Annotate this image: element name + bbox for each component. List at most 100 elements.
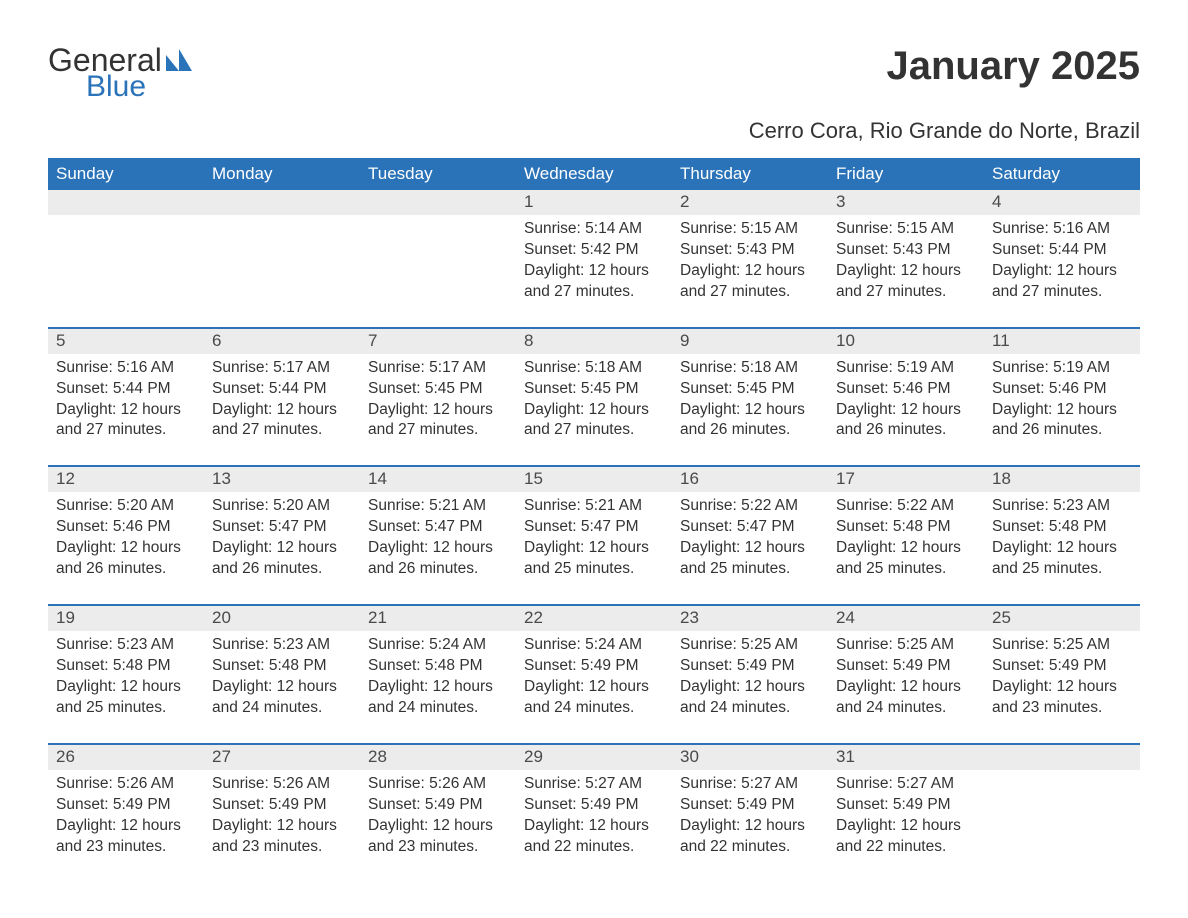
day-sunset: Sunset: 5:48 PM <box>212 656 352 677</box>
day-daylight2: and 25 minutes. <box>992 559 1132 580</box>
day-daylight2: and 26 minutes. <box>992 420 1132 441</box>
day-sunset: Sunset: 5:45 PM <box>680 379 820 400</box>
day-sunrise: Sunrise: 5:23 AM <box>56 635 196 656</box>
day-number: 17 <box>828 467 984 492</box>
day-sunrise: Sunrise: 5:15 AM <box>836 219 976 240</box>
day-daylight2: and 25 minutes. <box>524 559 664 580</box>
day-sunrise: Sunrise: 5:14 AM <box>524 219 664 240</box>
day-daylight2: and 22 minutes. <box>836 837 976 858</box>
day-daylight1: Daylight: 12 hours <box>680 816 820 837</box>
week-row: Sunrise: 5:16 AMSunset: 5:44 PMDaylight:… <box>48 354 1140 466</box>
day-daylight2: and 26 minutes. <box>680 420 820 441</box>
day-daylight2: and 26 minutes. <box>836 420 976 441</box>
day-daylight1: Daylight: 12 hours <box>212 677 352 698</box>
day-cell: Sunrise: 5:19 AMSunset: 5:46 PMDaylight:… <box>828 354 984 466</box>
day-daylight2: and 27 minutes. <box>524 282 664 303</box>
day-sunrise: Sunrise: 5:24 AM <box>524 635 664 656</box>
daynum-row: 19202122232425 <box>48 604 1140 631</box>
week-row: Sunrise: 5:20 AMSunset: 5:46 PMDaylight:… <box>48 492 1140 604</box>
day-number: 30 <box>672 745 828 770</box>
day-daylight2: and 27 minutes. <box>56 420 196 441</box>
weekday-header: Tuesday <box>360 158 516 190</box>
day-cell: Sunrise: 5:15 AMSunset: 5:43 PMDaylight:… <box>672 215 828 327</box>
day-daylight2: and 26 minutes. <box>368 559 508 580</box>
weekday-header: Sunday <box>48 158 204 190</box>
day-cell <box>204 215 360 327</box>
day-cell: Sunrise: 5:23 AMSunset: 5:48 PMDaylight:… <box>984 492 1140 604</box>
day-sunrise: Sunrise: 5:22 AM <box>836 496 976 517</box>
day-daylight1: Daylight: 12 hours <box>680 261 820 282</box>
day-sunset: Sunset: 5:48 PM <box>992 517 1132 538</box>
day-daylight1: Daylight: 12 hours <box>368 677 508 698</box>
day-cell: Sunrise: 5:17 AMSunset: 5:44 PMDaylight:… <box>204 354 360 466</box>
day-sunrise: Sunrise: 5:15 AM <box>680 219 820 240</box>
day-daylight1: Daylight: 12 hours <box>836 677 976 698</box>
day-cell: Sunrise: 5:23 AMSunset: 5:48 PMDaylight:… <box>204 631 360 743</box>
day-sunrise: Sunrise: 5:16 AM <box>56 358 196 379</box>
day-cell: Sunrise: 5:19 AMSunset: 5:46 PMDaylight:… <box>984 354 1140 466</box>
day-cell: Sunrise: 5:22 AMSunset: 5:47 PMDaylight:… <box>672 492 828 604</box>
day-sunrise: Sunrise: 5:26 AM <box>368 774 508 795</box>
day-daylight2: and 27 minutes. <box>680 282 820 303</box>
day-sunset: Sunset: 5:46 PM <box>836 379 976 400</box>
day-number: 19 <box>48 606 204 631</box>
day-daylight2: and 23 minutes. <box>368 837 508 858</box>
day-daylight1: Daylight: 12 hours <box>524 677 664 698</box>
day-number: 2 <box>672 190 828 215</box>
day-sunrise: Sunrise: 5:26 AM <box>212 774 352 795</box>
day-sunset: Sunset: 5:48 PM <box>56 656 196 677</box>
day-cell: Sunrise: 5:25 AMSunset: 5:49 PMDaylight:… <box>828 631 984 743</box>
day-cell: Sunrise: 5:26 AMSunset: 5:49 PMDaylight:… <box>48 770 204 882</box>
day-sunrise: Sunrise: 5:21 AM <box>524 496 664 517</box>
day-sunset: Sunset: 5:44 PM <box>56 379 196 400</box>
day-daylight2: and 23 minutes. <box>56 837 196 858</box>
page-title: January 2025 <box>886 44 1140 88</box>
day-sunset: Sunset: 5:49 PM <box>680 795 820 816</box>
header: General Blue January 2025 <box>48 44 1140 102</box>
day-cell: Sunrise: 5:14 AMSunset: 5:42 PMDaylight:… <box>516 215 672 327</box>
day-cell: Sunrise: 5:26 AMSunset: 5:49 PMDaylight:… <box>360 770 516 882</box>
day-daylight1: Daylight: 12 hours <box>368 400 508 421</box>
day-sunrise: Sunrise: 5:18 AM <box>680 358 820 379</box>
weekday-header-row: SundayMondayTuesdayWednesdayThursdayFrid… <box>48 158 1140 190</box>
day-daylight1: Daylight: 12 hours <box>368 816 508 837</box>
day-sunrise: Sunrise: 5:26 AM <box>56 774 196 795</box>
day-cell: Sunrise: 5:25 AMSunset: 5:49 PMDaylight:… <box>672 631 828 743</box>
day-number: 29 <box>516 745 672 770</box>
day-daylight2: and 25 minutes. <box>56 698 196 719</box>
day-daylight1: Daylight: 12 hours <box>992 400 1132 421</box>
day-sunset: Sunset: 5:48 PM <box>368 656 508 677</box>
day-number: 23 <box>672 606 828 631</box>
day-sunset: Sunset: 5:46 PM <box>992 379 1132 400</box>
calendar-table: SundayMondayTuesdayWednesdayThursdayFrid… <box>48 158 1140 881</box>
day-daylight1: Daylight: 12 hours <box>212 400 352 421</box>
day-number: 10 <box>828 329 984 354</box>
day-sunset: Sunset: 5:49 PM <box>836 795 976 816</box>
day-daylight1: Daylight: 12 hours <box>680 400 820 421</box>
day-cell: Sunrise: 5:21 AMSunset: 5:47 PMDaylight:… <box>516 492 672 604</box>
day-sunrise: Sunrise: 5:19 AM <box>992 358 1132 379</box>
day-number: 31 <box>828 745 984 770</box>
day-sunset: Sunset: 5:49 PM <box>992 656 1132 677</box>
day-sunset: Sunset: 5:46 PM <box>56 517 196 538</box>
day-cell: Sunrise: 5:16 AMSunset: 5:44 PMDaylight:… <box>48 354 204 466</box>
day-number: 24 <box>828 606 984 631</box>
day-number: 15 <box>516 467 672 492</box>
day-sunset: Sunset: 5:45 PM <box>524 379 664 400</box>
day-daylight1: Daylight: 12 hours <box>992 677 1132 698</box>
day-sunset: Sunset: 5:49 PM <box>680 656 820 677</box>
day-sunrise: Sunrise: 5:24 AM <box>368 635 508 656</box>
day-cell: Sunrise: 5:20 AMSunset: 5:47 PMDaylight:… <box>204 492 360 604</box>
day-daylight2: and 26 minutes. <box>56 559 196 580</box>
day-sunrise: Sunrise: 5:20 AM <box>56 496 196 517</box>
day-sunrise: Sunrise: 5:27 AM <box>680 774 820 795</box>
day-cell: Sunrise: 5:27 AMSunset: 5:49 PMDaylight:… <box>516 770 672 882</box>
day-number <box>48 190 204 215</box>
day-daylight2: and 24 minutes. <box>212 698 352 719</box>
daynum-row: 12131415161718 <box>48 465 1140 492</box>
day-sunset: Sunset: 5:44 PM <box>212 379 352 400</box>
day-sunset: Sunset: 5:47 PM <box>212 517 352 538</box>
day-number: 16 <box>672 467 828 492</box>
day-sunrise: Sunrise: 5:22 AM <box>680 496 820 517</box>
day-number <box>984 745 1140 770</box>
